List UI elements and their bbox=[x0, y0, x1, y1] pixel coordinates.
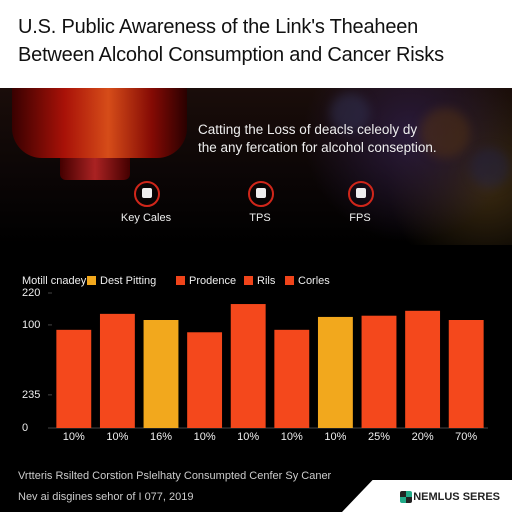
hero-image: Catting the Loss of deacls celeoly dy th… bbox=[0, 88, 512, 245]
legend-swatch bbox=[176, 276, 185, 285]
x-tick-label: 25% bbox=[368, 431, 390, 443]
legend-label: Dest Pitting bbox=[100, 275, 156, 287]
x-tick-label: 10% bbox=[281, 431, 303, 443]
x-tick-label: 16% bbox=[150, 431, 172, 443]
bar bbox=[143, 320, 179, 428]
icon-label: TPS bbox=[249, 212, 271, 224]
hero-text: the any fercation for alcohol conseption… bbox=[198, 140, 437, 155]
x-tick-label: 10% bbox=[63, 431, 85, 443]
legend-label: Corles bbox=[298, 275, 330, 287]
icon bbox=[248, 181, 274, 207]
brand-name: NEMLUS SERES bbox=[413, 491, 500, 503]
bar bbox=[317, 316, 353, 428]
bar bbox=[361, 315, 397, 428]
bokeh bbox=[330, 93, 370, 133]
bar bbox=[230, 304, 266, 428]
bar bbox=[56, 329, 92, 428]
bottle-neck bbox=[60, 158, 130, 180]
bar bbox=[405, 310, 441, 428]
chart: Motill cnadey Dest Pitting Prodence Rils Co… bbox=[22, 275, 488, 443]
legend-swatch bbox=[244, 276, 253, 285]
bokeh bbox=[420, 108, 470, 158]
icon bbox=[134, 181, 160, 207]
x-tick-label: 70% bbox=[455, 431, 477, 443]
x-tick-label: 10% bbox=[106, 431, 128, 443]
hero-text: Catting the Loss of deacls celeoly dy bbox=[198, 122, 418, 137]
legend-swatch bbox=[87, 276, 96, 285]
bokeh bbox=[470, 148, 510, 188]
bar bbox=[99, 313, 135, 428]
bar bbox=[187, 332, 223, 428]
legend-title: Motill cnadey bbox=[22, 275, 87, 287]
footer-line: Vrtteris Rsilted Corstion Pslelhaty Cons… bbox=[18, 470, 332, 482]
brand-icon bbox=[400, 491, 412, 503]
header: U.S. Public Awareness of the Link's Thea… bbox=[0, 0, 512, 88]
x-tick-label: 10% bbox=[194, 431, 216, 443]
icon bbox=[348, 181, 374, 207]
x-tick-label: 10% bbox=[237, 431, 259, 443]
legend-swatch bbox=[285, 276, 294, 285]
y-tick-label: 235 bbox=[22, 389, 40, 401]
x-tick-label: 10% bbox=[324, 431, 346, 443]
bottle bbox=[12, 88, 187, 158]
x-tick-label: 20% bbox=[412, 431, 434, 443]
icon-label: Key Cales bbox=[120, 212, 172, 224]
icon-label: FPS bbox=[349, 212, 371, 224]
title-line: Between Alcohol Consumption and Cancer R… bbox=[18, 44, 444, 66]
footer-line: Nev ai disgines sehor of I 077, 2019 bbox=[18, 491, 194, 503]
legend-label: Prodence bbox=[189, 275, 236, 287]
bar bbox=[274, 329, 310, 428]
legend-label: Rils bbox=[257, 275, 276, 287]
brand-tab bbox=[342, 480, 512, 512]
y-tick-label: 0 bbox=[22, 422, 28, 434]
y-tick-label: 100 bbox=[22, 319, 40, 331]
y-tick-label: 220 bbox=[22, 287, 40, 299]
title-line: U.S. Public Awareness of the Link's Thea… bbox=[18, 16, 419, 38]
bar bbox=[448, 320, 484, 428]
